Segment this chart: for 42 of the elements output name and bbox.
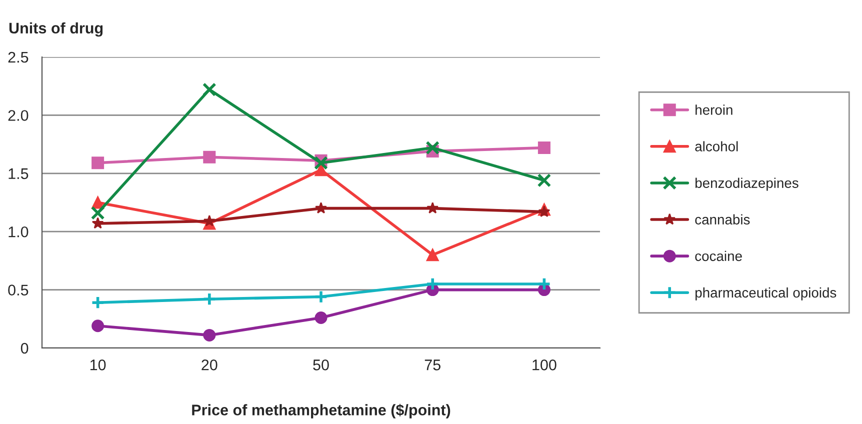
legend-label: benzodiazepines xyxy=(696,178,798,191)
point xyxy=(203,150,216,164)
legend-label: cannabis xyxy=(695,214,750,225)
legend-label: pharmaceutical opioids xyxy=(696,287,836,300)
point xyxy=(538,206,550,217)
point xyxy=(426,202,439,214)
legend-label: alcohol xyxy=(695,141,738,152)
y-tick-label: 1.0 xyxy=(8,226,28,238)
point xyxy=(314,156,328,170)
x-tick-label: 100 xyxy=(532,360,556,370)
point xyxy=(426,140,440,155)
point xyxy=(90,296,105,310)
point xyxy=(314,164,328,176)
point xyxy=(203,214,216,226)
x-tick-label: 20 xyxy=(202,360,218,370)
x-tick-label: 50 xyxy=(313,360,329,370)
point xyxy=(92,320,104,332)
y-tick-label: 2.5 xyxy=(8,52,28,63)
y-axis-title: Units of drug xyxy=(9,22,103,37)
point xyxy=(315,202,327,214)
point xyxy=(202,292,216,306)
point xyxy=(314,311,328,324)
point xyxy=(426,277,440,291)
y-tick-label: 2.0 xyxy=(8,110,28,121)
legend-label: heroin xyxy=(696,104,732,115)
x-axis-title: Price of methamphetamine ($/point) xyxy=(192,404,450,418)
x-tick-label: 10 xyxy=(90,360,106,370)
legend-label: cocaine xyxy=(695,250,742,262)
point xyxy=(202,82,216,97)
point xyxy=(426,248,439,262)
point xyxy=(537,277,552,291)
point xyxy=(314,290,328,304)
y-tick-label: 1.5 xyxy=(8,168,28,180)
point xyxy=(92,217,104,229)
y-tick-label: 0 xyxy=(20,342,28,354)
point xyxy=(203,328,216,342)
point xyxy=(537,173,552,188)
y-tick-label: 0.5 xyxy=(8,284,28,296)
point xyxy=(538,142,550,154)
point xyxy=(90,206,105,220)
x-tick-label: 75 xyxy=(424,360,440,370)
point xyxy=(92,156,104,170)
